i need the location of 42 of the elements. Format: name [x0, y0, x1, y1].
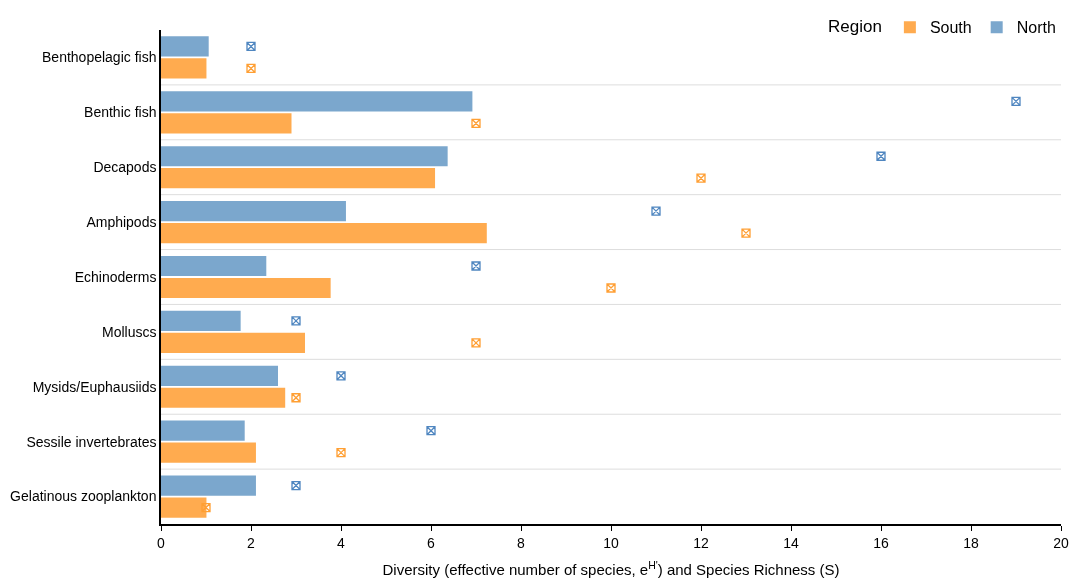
legend-label: South — [929, 19, 972, 37]
y-tick-label: Gelatinous zooplankton — [10, 488, 157, 505]
bar — [161, 277, 331, 299]
bar — [161, 58, 207, 79]
bar — [161, 310, 241, 332]
x-tick-label: 20 — [1053, 534, 1069, 551]
x-tick-label: 10 — [603, 534, 619, 551]
bar — [161, 420, 245, 441]
x-tick-label: 6 — [427, 534, 436, 551]
x-tick-label: 18 — [963, 534, 979, 551]
y-tick-label: Amphipods — [86, 214, 157, 231]
y-tick-label: Sessile invertebrates — [26, 433, 157, 450]
x-tick-label: 4 — [337, 534, 346, 551]
y-tick-label: Mysids/Euphausiids — [32, 378, 157, 395]
bar — [161, 442, 256, 463]
x-tick-label: 14 — [783, 534, 799, 551]
bar — [161, 91, 473, 112]
bar — [161, 36, 209, 57]
x-tick-label: 8 — [517, 534, 526, 551]
bar — [161, 113, 292, 134]
y-tick-label: Echinoderms — [74, 268, 157, 285]
legend-title: Region — [828, 17, 882, 37]
bar — [161, 497, 207, 518]
y-tick-label: Benthic fish — [84, 104, 157, 121]
bar — [161, 146, 448, 167]
x-tick-label: 0 — [157, 534, 166, 551]
bar — [161, 365, 278, 386]
bar — [161, 332, 305, 353]
bar — [161, 222, 487, 244]
x-tick-label: 2 — [247, 534, 256, 551]
x-tick-label: 12 — [693, 534, 709, 551]
bar — [161, 255, 267, 277]
bar — [161, 475, 256, 496]
y-tick-label: Decapods — [93, 159, 157, 176]
legend-label: North — [1016, 19, 1056, 37]
bar — [161, 387, 286, 408]
bar — [161, 201, 346, 222]
bar — [161, 168, 436, 189]
y-tick-label: Benthopelagic fish — [42, 49, 157, 66]
x-axis-title: Diversity (effective number of species, e$^{H'}$) and Species Richness (S) — [382, 558, 840, 579]
x-tick-label: 16 — [873, 534, 889, 551]
y-tick-label: Molluscs — [101, 323, 157, 340]
